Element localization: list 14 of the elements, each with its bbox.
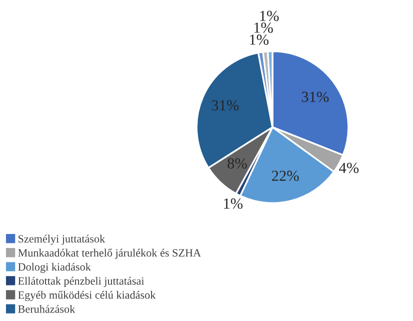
- data-label: 1%: [224, 198, 243, 209]
- data-label: 22%: [272, 170, 299, 182]
- legend-label: Munkaadókat terhelő járulékok és SZHA: [18, 248, 201, 259]
- legend-label: Egyéb működési célú kiadások: [18, 290, 156, 302]
- data-label: 1%: [250, 34, 269, 45]
- data-label: 31%: [212, 100, 239, 111]
- legend-label: Beruházások: [18, 304, 76, 313]
- legend-label: Személyi juttatások: [18, 234, 106, 245]
- data-label: 4%: [339, 162, 359, 174]
- data-label: 31%: [302, 92, 329, 102]
- data-label: 1%: [254, 22, 273, 33]
- data-label: 1%: [260, 10, 279, 22]
- legend-label: Ellátottak pénzbeli juttatásai: [18, 276, 144, 287]
- legend-label: Dologi kiadások: [18, 262, 91, 273]
